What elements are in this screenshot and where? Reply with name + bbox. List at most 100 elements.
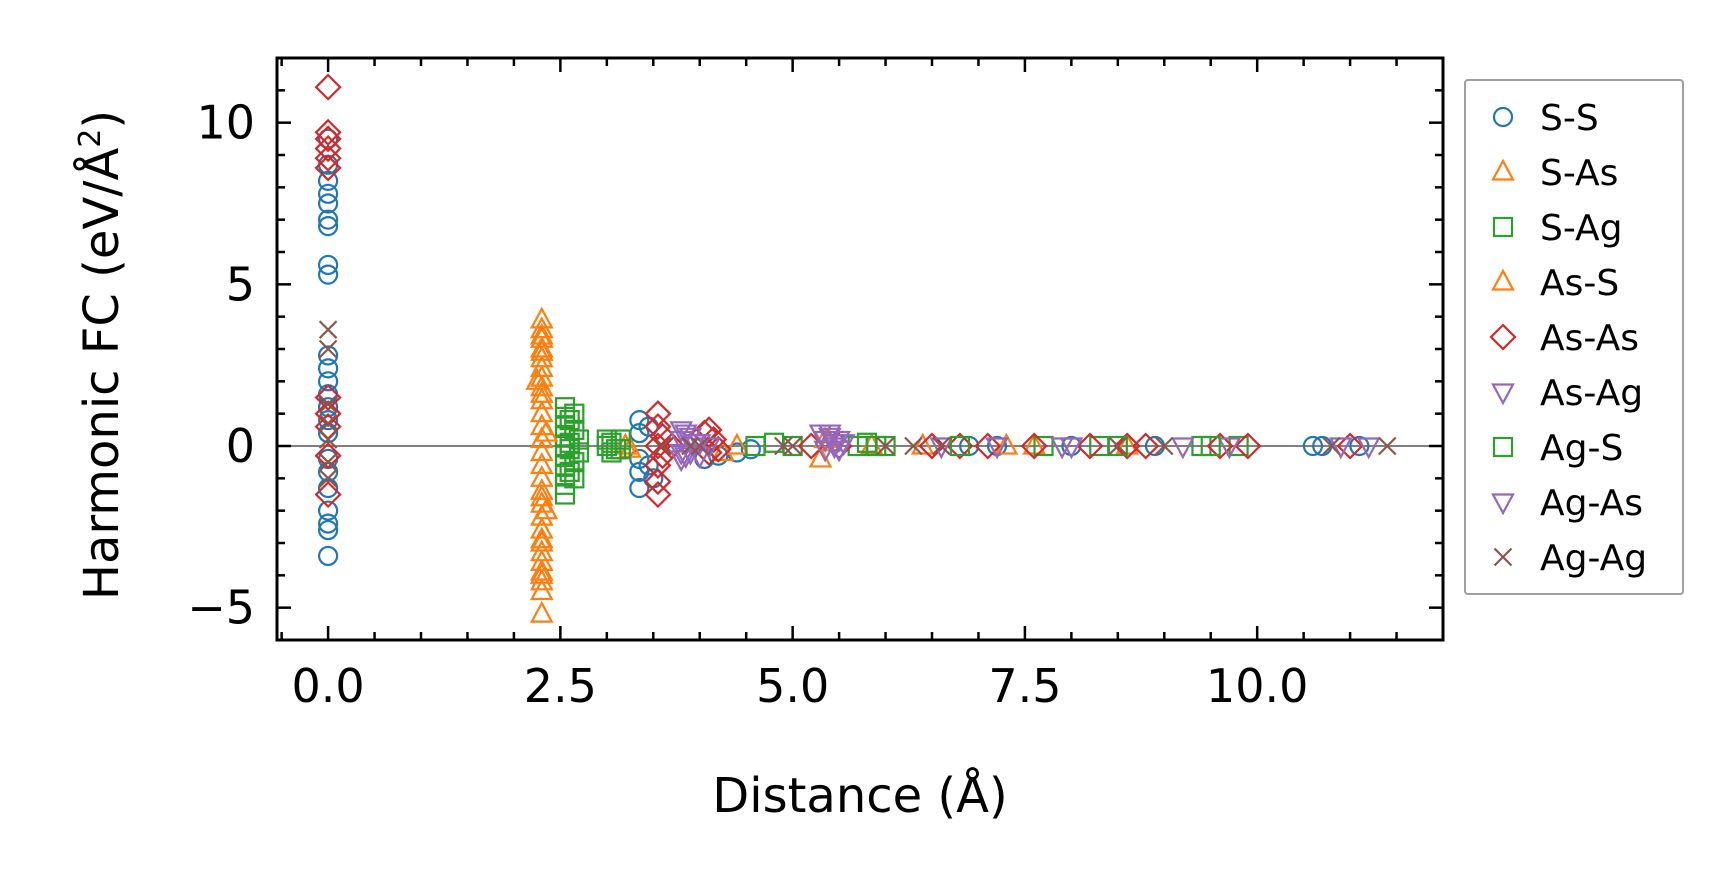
data-point	[314, 400, 342, 428]
data-point	[1154, 436, 1174, 456]
data-point	[876, 436, 895, 456]
data-point	[529, 387, 554, 410]
data-point	[697, 437, 721, 460]
series-ag-s	[559, 410, 1221, 482]
data-point	[1302, 435, 1324, 457]
data-point	[317, 209, 339, 230]
data-point	[1322, 436, 1341, 456]
data-point	[525, 368, 549, 390]
x-tick-label: 10.0	[1206, 659, 1308, 713]
legend-entries: S-S S-As S-Ag As-S As-As As-Ag Ag-S Ag-As Ag-Ag	[1489, 98, 1647, 579]
data-point	[929, 437, 954, 460]
legend-marker	[1489, 323, 1517, 351]
data-point	[658, 432, 686, 460]
x-tick-label: 0.0	[292, 659, 365, 713]
data-point	[314, 73, 342, 101]
data-point	[317, 410, 339, 431]
data-point	[559, 410, 580, 431]
legend-marker	[1492, 216, 1514, 238]
data-point	[564, 403, 585, 424]
data-point	[629, 477, 650, 499]
data-point	[1107, 435, 1128, 457]
data-point	[564, 468, 585, 489]
y-axis-label: Harmonic FC (eV/Å2)	[73, 110, 130, 600]
legend-label: S-S	[1540, 98, 1599, 139]
data-point	[774, 436, 793, 456]
data-point	[687, 447, 712, 470]
data-point	[317, 500, 339, 521]
data-point	[314, 154, 342, 182]
data-point	[1200, 435, 1221, 457]
legend-item-ag-s: Ag-S	[1492, 428, 1623, 469]
data-point	[974, 432, 1002, 460]
legend-item-ag-as: Ag-As	[1491, 483, 1643, 524]
data-point	[601, 432, 622, 453]
data-point	[740, 439, 761, 460]
legend-label: As-S	[1540, 263, 1619, 304]
data-point	[690, 436, 710, 456]
data-point	[314, 125, 342, 153]
data-point	[918, 432, 946, 460]
data-point	[529, 484, 554, 507]
data-point	[529, 400, 554, 423]
data-point	[318, 394, 338, 414]
legend-marker	[1491, 158, 1515, 181]
data-point	[529, 439, 554, 462]
data-point	[638, 455, 659, 476]
data-point	[529, 452, 554, 474]
legend-label: Ag-S	[1540, 428, 1623, 469]
data-point	[529, 364, 554, 387]
data-point	[644, 413, 672, 441]
data-point	[1113, 432, 1141, 460]
data-point	[534, 419, 559, 442]
data-point	[317, 170, 339, 191]
legend-label: Ag-Ag	[1540, 538, 1647, 579]
data-point	[932, 436, 951, 456]
legend-item-s-ag: S-Ag	[1492, 208, 1623, 249]
data-point	[314, 480, 342, 509]
data-point	[317, 254, 339, 276]
data-point	[317, 397, 339, 418]
data-point	[318, 414, 338, 433]
data-point	[318, 320, 338, 339]
legend-frame	[1464, 79, 1684, 595]
legend-item-as-ag: As-Ag	[1491, 373, 1643, 414]
x-tick-label: 2.5	[524, 659, 597, 713]
legend-item-ag-ag: Ag-Ag	[1493, 538, 1647, 579]
y-axis-label-main: Harmonic FC (eV/Å	[73, 148, 130, 601]
data-point	[1328, 437, 1353, 460]
y-tick-label: 0	[226, 419, 255, 473]
data-point	[318, 452, 338, 472]
data-point	[1076, 432, 1104, 460]
legend-marker	[1492, 106, 1514, 128]
data-point	[559, 461, 580, 482]
data-point	[318, 469, 338, 488]
tick-labels: 0.0 2.5 5.0 7.5 10.0 −5 0 5 10	[187, 96, 1308, 713]
data-point	[910, 432, 935, 455]
data-point	[1059, 437, 1084, 460]
data-point	[1020, 432, 1048, 460]
data-point	[1377, 436, 1397, 456]
legend-marker	[1493, 547, 1513, 567]
data-point	[534, 497, 559, 520]
legend-label: Ag-As	[1540, 483, 1643, 524]
data-point	[644, 468, 672, 496]
data-points	[314, 73, 1397, 623]
data-point	[783, 436, 802, 456]
legend-label: As-Ag	[1540, 373, 1643, 414]
y-axis-label-tail: )	[74, 110, 130, 129]
data-point	[318, 339, 338, 359]
data-point	[1349, 435, 1370, 457]
data-point	[669, 450, 693, 473]
y-tick-label: 5	[226, 257, 255, 311]
data-point	[725, 432, 749, 455]
data-point	[317, 183, 339, 204]
data-point	[559, 439, 580, 460]
data-point	[317, 128, 339, 149]
data-point	[314, 134, 342, 163]
data-point	[314, 118, 342, 146]
data-point	[681, 436, 700, 456]
legend-label: As-As	[1540, 318, 1639, 359]
legend-label: S-As	[1540, 153, 1618, 194]
